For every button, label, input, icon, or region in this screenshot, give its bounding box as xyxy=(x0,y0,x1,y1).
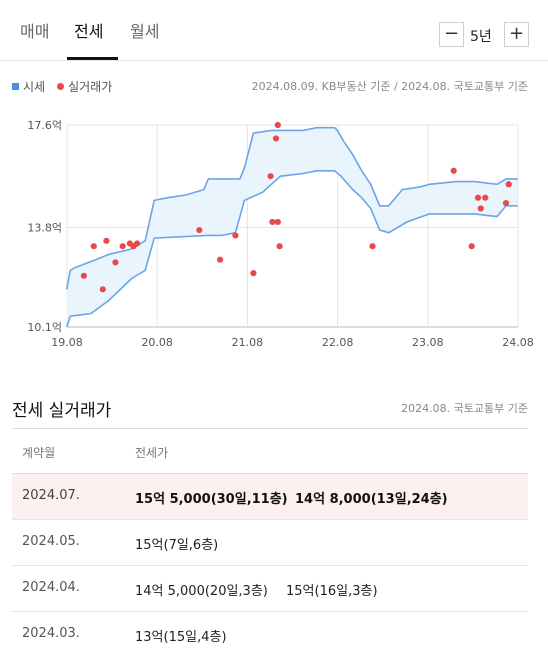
period-decrease-button[interactable]: − xyxy=(439,22,464,47)
actual-price-point[interactable] xyxy=(133,240,141,247)
active-tab-indicator xyxy=(67,57,118,60)
chart-source-note: 2024.08.09. KB부동산 기준 / 2024.08. 국토교통부 기준 xyxy=(251,80,528,93)
x-tick-label: 21.08 xyxy=(232,336,264,349)
x-tick-label: 24.08 xyxy=(502,336,534,349)
row-month: 2024.03. xyxy=(22,626,80,641)
actual-price-point[interactable] xyxy=(274,121,281,129)
actual-price-point[interactable] xyxy=(232,232,239,239)
tab-sale[interactable]: 매매 xyxy=(20,22,50,41)
row-deal: 15억 5,000(30일,11층) xyxy=(135,492,288,507)
row-deal: 14억 8,000(13일,24층) xyxy=(295,492,448,507)
actual-price-point[interactable] xyxy=(477,205,484,212)
header-jeonse-price: 전세가 xyxy=(135,446,169,460)
actual-price-point[interactable] xyxy=(196,226,203,234)
y-tick-label: 10.1억 xyxy=(27,321,62,334)
deal-type-tabs: 매매 전세 월세 − 5년 + xyxy=(0,0,548,60)
tabs-divider xyxy=(0,60,548,61)
y-tick-label: 13.8억 xyxy=(27,221,62,234)
row-month: 2024.04. xyxy=(22,580,80,595)
actual-price-point[interactable] xyxy=(482,194,489,201)
actual-price-legend-label: 실거래가 xyxy=(68,80,113,94)
actual-price-point[interactable] xyxy=(80,272,87,279)
actual-price-point[interactable] xyxy=(90,243,97,250)
actual-price-point[interactable] xyxy=(272,135,280,142)
actual-price-point[interactable] xyxy=(119,243,126,250)
table-row: 2024.04. 14억 5,000(20일,3층) 15억(16일,3층) xyxy=(12,566,528,612)
table-source-note: 2024.08. 국토교통부 기준 xyxy=(401,402,528,415)
actual-price-point[interactable] xyxy=(250,270,257,277)
market-price-legend-marker xyxy=(12,83,19,90)
x-axis-ticks: 19.08 20.08 21.08 22.08 23.08 24.08 xyxy=(51,336,534,349)
row-month: 2024.05. xyxy=(22,534,80,549)
market-price-lower-line xyxy=(65,170,518,328)
table-row: 2024.05. 15억(7일,6층) xyxy=(12,520,528,566)
period-increase-button[interactable]: + xyxy=(504,22,529,47)
row-month: 2024.07. xyxy=(22,488,80,503)
table-row: 2024.07. 15억 5,000(30일,11층) 14억 8,000(13… xyxy=(12,474,528,520)
period-value: 5년 xyxy=(470,29,492,45)
actual-price-points xyxy=(80,121,512,293)
actual-price-point[interactable] xyxy=(276,243,283,250)
x-tick-label: 23.08 xyxy=(412,336,444,349)
actual-price-point[interactable] xyxy=(502,200,510,207)
row-deal: 13억(15일,4층) xyxy=(135,630,227,645)
row-deal: 15억(7일,6층) xyxy=(135,538,219,553)
actual-price-point[interactable] xyxy=(369,243,376,250)
y-axis-ticks: 17.6억 13.8억 10.1억 xyxy=(27,119,62,334)
tab-monthly-rent[interactable]: 월세 xyxy=(130,22,160,41)
actual-price-point[interactable] xyxy=(269,218,276,226)
x-tick-label: 22.08 xyxy=(322,336,354,349)
actual-price-point[interactable] xyxy=(216,256,224,263)
actual-price-point[interactable] xyxy=(99,286,106,293)
x-tick-label: 19.08 xyxy=(51,336,83,349)
row-deal: 14억 5,000(20일,3층) xyxy=(135,584,268,599)
y-tick-label: 17.6억 xyxy=(27,119,62,132)
table-row: 2024.03. 13억(15일,4층) xyxy=(12,612,528,650)
table-header: 계약월 전세가 xyxy=(12,428,528,474)
tab-jeonse[interactable]: 전세 xyxy=(74,22,104,41)
actual-price-point[interactable] xyxy=(468,243,475,250)
actual-price-point[interactable] xyxy=(505,181,512,188)
actual-price-point[interactable] xyxy=(112,259,119,266)
actual-price-point[interactable] xyxy=(267,173,274,180)
actual-price-legend-marker xyxy=(57,83,65,90)
market-price-legend-label: 시세 xyxy=(23,80,46,94)
actual-price-point[interactable] xyxy=(274,218,281,226)
actual-price-point[interactable] xyxy=(450,167,457,174)
market-price-upper-line xyxy=(65,126,518,290)
x-tick-label: 20.08 xyxy=(141,336,173,349)
market-price-band xyxy=(66,127,518,327)
row-deal: 15억(16일,3층) xyxy=(286,584,378,599)
section-title: 전세 실거래가 xyxy=(12,401,112,421)
actual-price-point[interactable] xyxy=(474,194,482,201)
actual-price-point[interactable] xyxy=(103,237,110,244)
chart-legend: 시세 실거래가 xyxy=(12,78,112,95)
price-chart: 17.6억 13.8억 10.1억 19.08 20.08 21.08 22.08 23.0… xyxy=(27,119,534,349)
header-contract-month: 계약월 xyxy=(22,446,56,460)
